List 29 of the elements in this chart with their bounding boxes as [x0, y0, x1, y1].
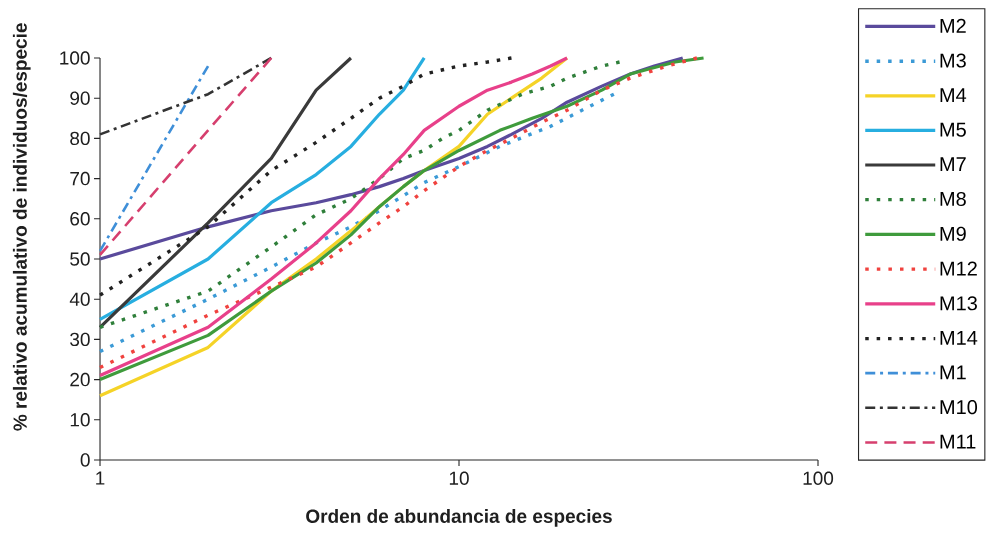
y-tick-label: 10	[70, 413, 90, 427]
legend-label: M4	[940, 88, 967, 102]
y-tick-label: 70	[70, 171, 90, 186]
x-tick-label: 10	[449, 471, 469, 485]
y-tick-label: 20	[70, 372, 90, 387]
y-tick-label: 0	[80, 453, 90, 467]
legend-label: M11	[940, 434, 976, 449]
legend-label: M1	[940, 365, 966, 380]
x-tick-label: 1	[96, 471, 105, 485]
legend-label: M7	[940, 157, 966, 172]
y-tick-label: 80	[70, 131, 90, 146]
legend-label: M12	[940, 261, 977, 276]
legend-label: M8	[940, 191, 966, 207]
legend-label: M2	[940, 18, 966, 33]
y-tick-label: 60	[70, 212, 90, 226]
legend-label: M9	[940, 226, 966, 241]
legend-label: M3	[940, 53, 966, 68]
x-axis-title: Orden de abundancia de especies	[306, 509, 612, 527]
y-tick-label: 90	[70, 91, 90, 105]
y-tick-label: 40	[69, 292, 90, 306]
y-tick-label: 100	[60, 51, 90, 65]
legend-label: M13	[940, 296, 977, 311]
legend-label: M10	[940, 400, 978, 415]
y-tick-label: 30	[70, 332, 90, 347]
y-tick-label: 50	[70, 252, 90, 266]
y-axis-title: % relativo acumulativo de individuos/especie	[12, 23, 31, 431]
legend-label: M14	[940, 330, 978, 345]
x-tick-label: 100	[803, 471, 834, 485]
legend-label: M5	[940, 122, 966, 137]
